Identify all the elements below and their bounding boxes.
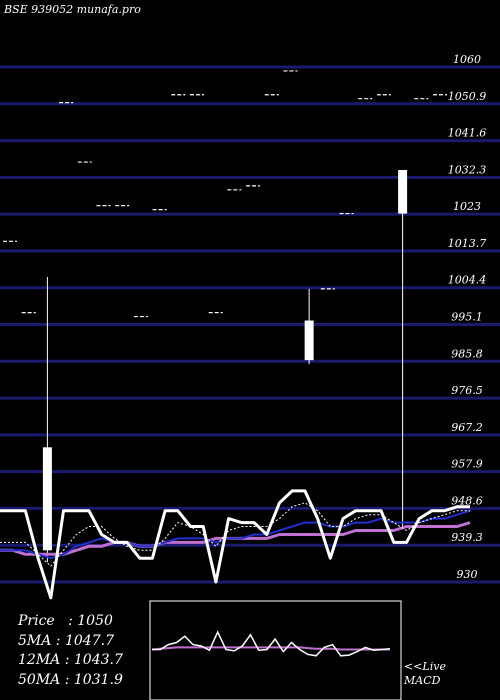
price-line <box>0 489 470 600</box>
candle-body <box>398 170 408 214</box>
ma50-value: 1031.9 <box>73 671 123 688</box>
y-tick-label: 957.9 <box>451 458 483 471</box>
y-tick-label: 967.2 <box>451 421 483 434</box>
y-tick-label: 1004.4 <box>448 274 487 287</box>
y-tick-label: 1023 <box>453 200 481 213</box>
macd-panel <box>149 600 402 700</box>
ma5-value: 1047.7 <box>64 632 114 649</box>
y-tick-label: 1060 <box>453 53 481 66</box>
ma-short-line <box>0 502 470 567</box>
gridlines <box>0 65 500 584</box>
ma50-label: 50MA <box>18 671 61 688</box>
live-label: <<Live <box>404 660 446 673</box>
macd-line <box>152 630 391 657</box>
price-label: Price <box>18 613 55 629</box>
y-tick-label: 985.8 <box>451 347 483 360</box>
indicator-lines <box>0 489 471 600</box>
macd-signal-line <box>151 646 390 651</box>
ma12-value: 1043.7 <box>73 652 123 668</box>
y-tick-label: 1032.3 <box>448 163 487 176</box>
macd-label: MACD <box>404 674 441 687</box>
macd-lines <box>151 630 391 657</box>
y-tick-label: 1041.6 <box>448 127 487 140</box>
ma-mid-line <box>0 509 471 560</box>
candle-body <box>42 447 52 551</box>
ma12-label: 12MA <box>18 652 61 668</box>
y-tick-label: 939.3 <box>451 531 483 544</box>
y-axis-labels: 1060 1050.9 1041.6 1032.3 1023 1013.7 1004.4 99… <box>448 53 487 581</box>
macd-caption: <<Live MACD <box>404 660 446 688</box>
y-tick-label: 976.5 <box>451 384 483 397</box>
ma5-label: 5MA <box>18 632 52 649</box>
stats-block: Price : 1050 5MA : 1047.7 12MA : 1043.7 … <box>18 613 123 688</box>
candle-body <box>304 320 314 361</box>
y-tick-label: 1050.9 <box>448 90 487 103</box>
y-tick-label: 948.6 <box>451 494 483 507</box>
chart-title: BSE 939052 munafa.pro <box>4 3 141 16</box>
y-tick-label: 995.1 <box>451 311 483 324</box>
candles <box>3 70 447 563</box>
y-tick-label: 930 <box>457 568 478 581</box>
y-tick-label: 1013.7 <box>448 237 487 250</box>
price-value: 1050 <box>77 613 113 629</box>
